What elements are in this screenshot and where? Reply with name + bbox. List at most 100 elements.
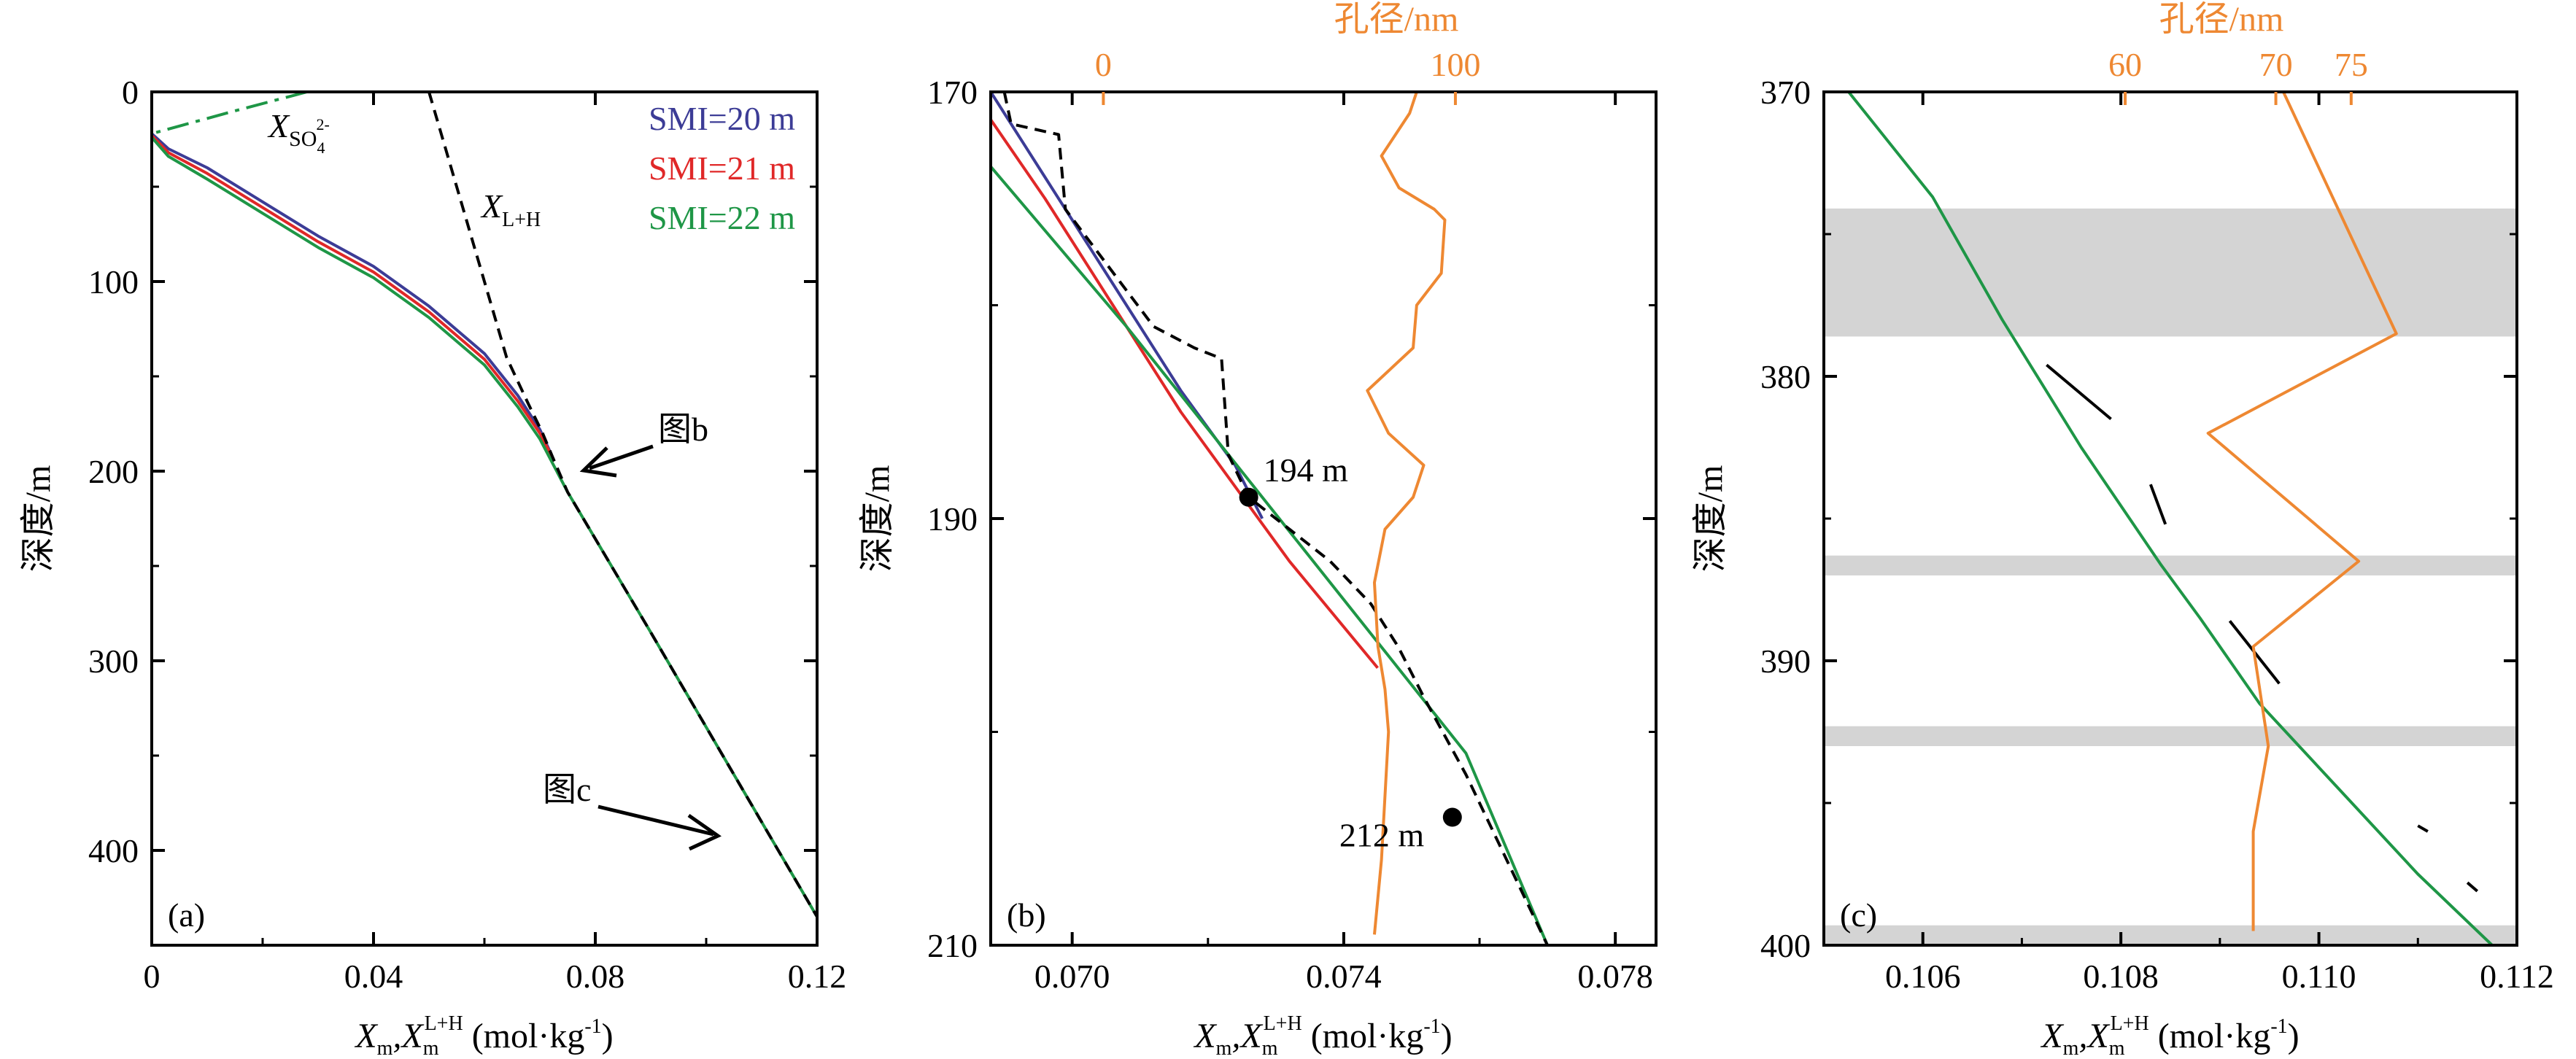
x-tick-label: 0.074 — [1306, 958, 1382, 995]
series-line-x-so4 — [152, 92, 308, 136]
panel-b: 194 m 212 m 0.070 0.074 0.078 170 190 210 0 100 孔径… — [858, 0, 1658, 1059]
lh-label-x: X — [480, 187, 503, 225]
x-tick-label: 0.112 — [2480, 958, 2554, 995]
x-title-part: -1 — [584, 1015, 601, 1038]
series-line-smi-21-m — [991, 118, 1379, 670]
x-title-part: m — [1262, 1037, 1278, 1059]
x-tick-label: 0.110 — [2282, 958, 2356, 995]
y-axis-title: 深度/m — [858, 465, 897, 573]
x-title-part: (mol·kg — [1302, 1017, 1424, 1055]
x-title-part: (mol·kg — [463, 1017, 585, 1055]
marked-point — [1239, 487, 1258, 507]
y-tick-label: 370 — [1760, 74, 1811, 111]
fig-c-arrowhead — [687, 813, 722, 851]
fig-b-arrowhead — [579, 446, 617, 478]
x-title-part: X — [1193, 1017, 1217, 1055]
x-tick-label: 0.04 — [344, 958, 403, 995]
series-line-smi-22-m — [991, 166, 1549, 945]
series-line-- — [2206, 92, 2398, 931]
series-line-x-l-h-segments-segment — [2466, 881, 2479, 893]
legend-entry: SMI=20 m — [649, 100, 795, 137]
x-tick-label: 0 — [144, 958, 160, 995]
fig-b-arrow — [589, 444, 654, 470]
y-axis-title: 深度/m — [19, 465, 58, 573]
top-axis-tick-label: 0 — [1095, 46, 1112, 83]
fig-c-arrow — [597, 804, 714, 837]
fig-c-label: 图c — [543, 771, 591, 808]
series-line-smi-20-m — [152, 132, 555, 461]
x-axis-title: Xm,XmL+H (mol·kg-1) — [2040, 1012, 2299, 1059]
x-axis-title: Xm,XmL+H (mol·kg-1) — [354, 1012, 613, 1059]
x-title-part: ,X — [1231, 1017, 1263, 1055]
y-tick-label: 300 — [88, 643, 139, 680]
panel-c: 0.106 0.108 0.110 0.112 370 380 390 400 60 70 75 孔径… — [1691, 0, 2554, 1059]
x-tick-label: 0.08 — [566, 958, 625, 995]
depth-band — [1824, 208, 2517, 337]
series-line-x-l-h-segments-segment — [2046, 363, 2112, 421]
top-axis-title: 孔径/nm — [1334, 0, 1459, 39]
y-tick-label: 200 — [88, 453, 139, 490]
series-line-smi-22-m — [1847, 92, 2494, 945]
x-title-part: ) — [602, 1017, 614, 1055]
so4-label-sup: 2- — [316, 115, 329, 133]
fig-b-label: 图b — [658, 411, 708, 448]
series-line-smi-20-m — [991, 92, 1264, 519]
top-axis-tick-label: 70 — [2259, 46, 2293, 83]
y-tick-label: 380 — [1760, 358, 1811, 395]
x-tick-label: 0.106 — [1885, 958, 1961, 995]
point-label: 212 m — [1339, 817, 1425, 854]
y-tick-label: 170 — [927, 74, 978, 111]
plot-area — [991, 92, 1549, 945]
x-title-part: m — [1216, 1037, 1232, 1059]
x-title-part: ) — [2288, 1017, 2300, 1055]
series-line-x-l-h — [428, 92, 817, 918]
y-tick-label: 390 — [1760, 643, 1811, 680]
series-line-- — [1366, 92, 1447, 935]
depth-band — [1824, 555, 2517, 575]
x-title-part: m — [2063, 1037, 2079, 1059]
lh-label-sub: L+H — [502, 209, 541, 231]
x-title-part: L+H — [425, 1012, 463, 1035]
top-axis-tick-label: 100 — [1430, 46, 1480, 83]
depth-band — [1824, 726, 2517, 746]
x-title-part: -1 — [2270, 1015, 2287, 1038]
x-title-part: ) — [1441, 1017, 1453, 1055]
x-title-part: X — [2040, 1017, 2064, 1055]
x-title-part: m — [423, 1037, 439, 1059]
plot-area — [1847, 92, 2494, 945]
lh-label: XL+H — [480, 187, 541, 231]
x-title-part: m — [377, 1037, 393, 1059]
so4-label-sub2: 4 — [317, 139, 325, 157]
y-tick-label: 210 — [927, 927, 978, 964]
legend-entry: SMI=21 m — [649, 150, 795, 187]
series-line-smi-22-m — [152, 136, 817, 918]
series-line-x-l-h-segments-segment — [2148, 484, 2167, 525]
x-title-part: L+H — [2111, 1012, 2149, 1035]
series-line-x-l-h — [1002, 92, 1549, 945]
depth-band — [1824, 925, 2517, 945]
panel-label: (c) — [1840, 896, 1877, 934]
x-tick-label: 0.12 — [788, 958, 847, 995]
so4-label-sub: SO — [289, 127, 317, 151]
x-title-part: L+H — [1264, 1012, 1302, 1035]
y-tick-label: 100 — [88, 263, 139, 300]
legend-entry: SMI=22 m — [649, 199, 795, 236]
so4-label: XSO4 2- — [267, 107, 330, 157]
panel-a: 0 0.04 0.08 0.12 0 100 200 300 400 (a) 深度/m Xm,XmL+… — [19, 74, 846, 1059]
so4-label-x: X — [267, 107, 290, 144]
y-tick-label: 400 — [88, 832, 139, 869]
y-tick-label: 400 — [1760, 927, 1811, 964]
series-line-x-l-h-segments-segment — [2417, 824, 2429, 833]
series-line-smi-21-m — [152, 134, 555, 461]
plot-area — [152, 92, 817, 918]
x-tick-label: 0.108 — [2083, 958, 2159, 995]
x-tick-label: 0.078 — [1577, 958, 1653, 995]
top-axis-title: 孔径/nm — [2159, 0, 2284, 39]
x-title-part: m — [2109, 1037, 2125, 1059]
y-tick-label: 0 — [122, 74, 139, 111]
panel-label: (a) — [168, 896, 205, 934]
y-tick-label: 190 — [927, 500, 978, 538]
x-axis-title: Xm,XmL+H (mol·kg-1) — [1193, 1012, 1452, 1059]
x-title-part: X — [354, 1017, 378, 1055]
